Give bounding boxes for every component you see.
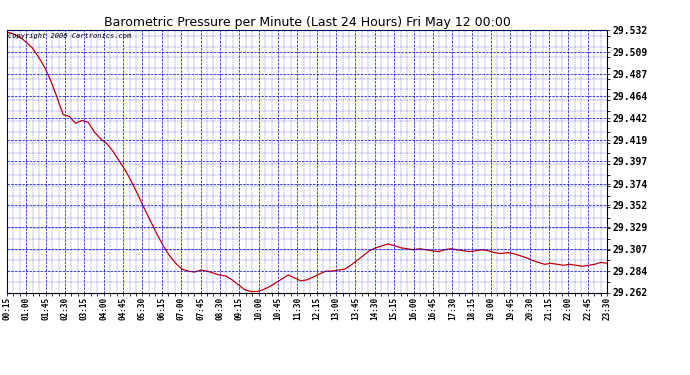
Title: Barometric Pressure per Minute (Last 24 Hours) Fri May 12 00:00: Barometric Pressure per Minute (Last 24 … — [104, 16, 511, 29]
Text: Copyright 2006 Cartronics.com: Copyright 2006 Cartronics.com — [8, 33, 131, 39]
